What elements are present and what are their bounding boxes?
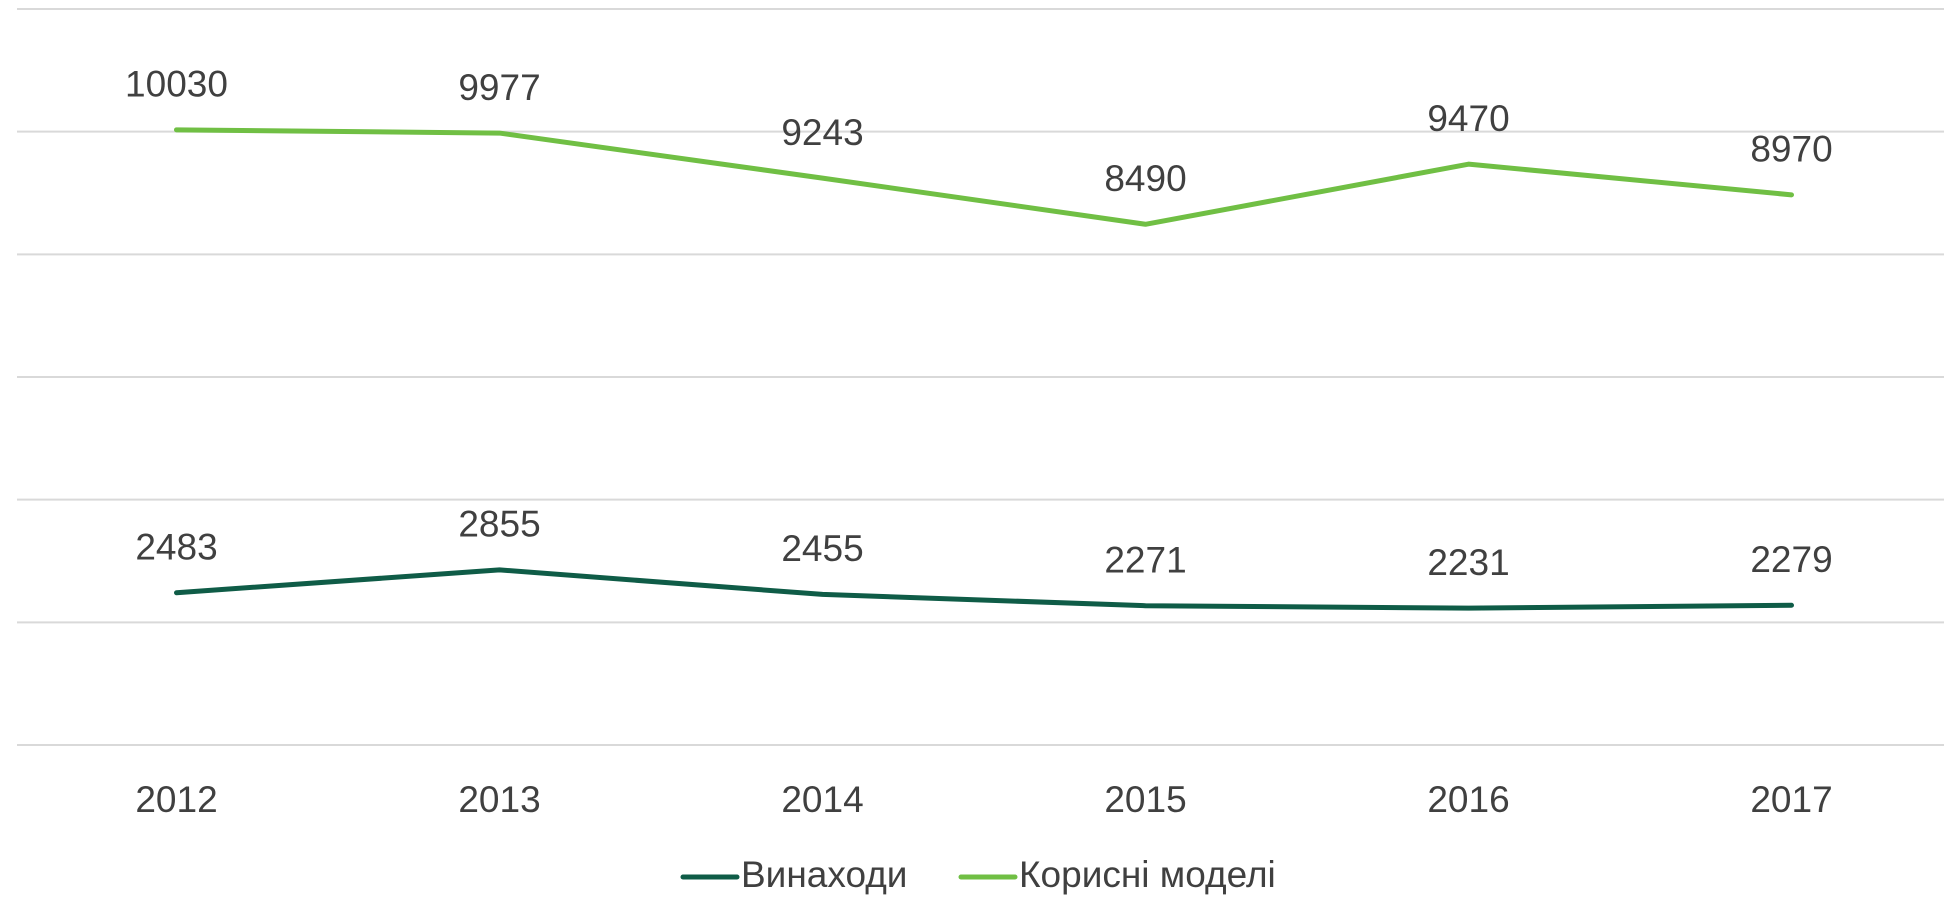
x-tick-label: 2016 <box>1427 779 1509 820</box>
data-label: 2231 <box>1427 542 1509 583</box>
series-line <box>174 567 1794 611</box>
x-tick-label: 2013 <box>458 779 540 820</box>
data-label: 8970 <box>1750 129 1832 170</box>
x-tick-label: 2017 <box>1750 779 1832 820</box>
data-label: 2455 <box>781 528 863 569</box>
data-label: 2483 <box>135 526 217 567</box>
x-tick-label: 2014 <box>781 779 863 820</box>
data-label: 2271 <box>1104 539 1186 580</box>
legend-label: Корисні моделі <box>1019 854 1276 895</box>
legend-label: Винаходи <box>741 854 907 895</box>
x-tick-label: 2015 <box>1104 779 1186 820</box>
data-label: 9470 <box>1427 98 1509 139</box>
data-label: 10030 <box>125 64 228 105</box>
data-label: 2855 <box>458 504 540 545</box>
data-label: 9977 <box>458 67 540 108</box>
series-line <box>174 127 1794 227</box>
data-label: 8490 <box>1104 158 1186 199</box>
data-label: 9243 <box>781 112 863 153</box>
x-tick-label: 2012 <box>135 779 217 820</box>
data-label: 2279 <box>1750 539 1832 580</box>
